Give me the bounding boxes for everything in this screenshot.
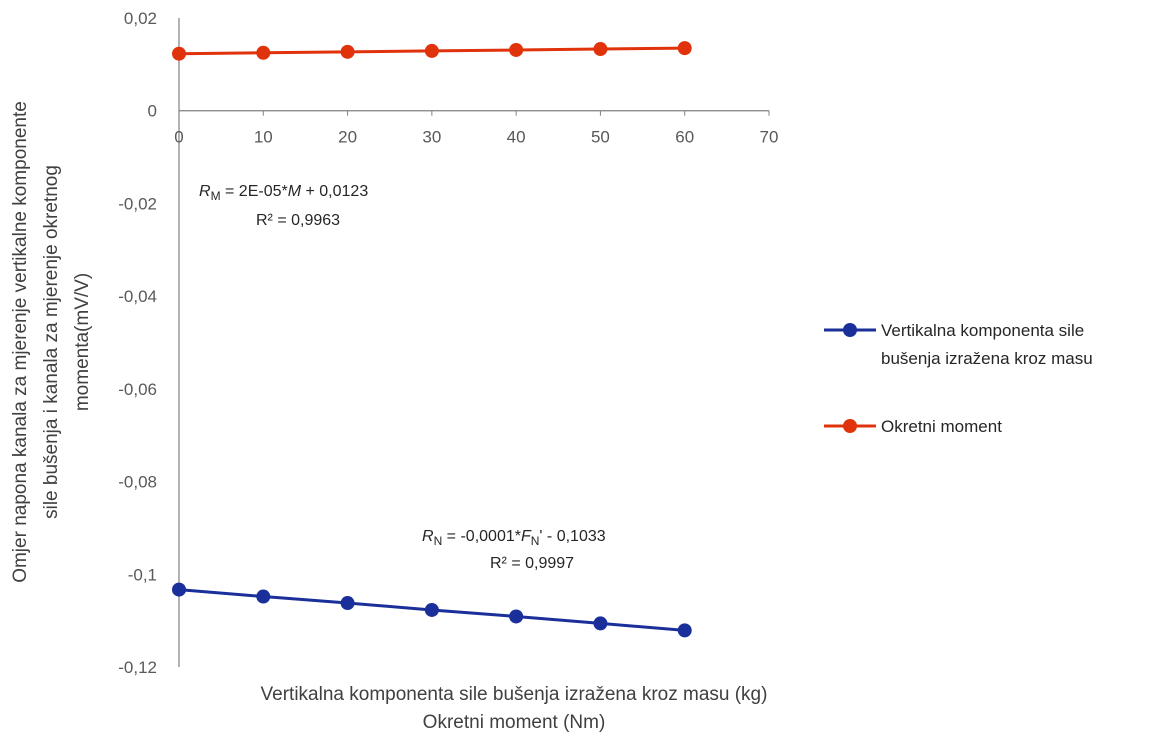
eq-m-var: R [199, 183, 211, 200]
x-tick-label: 60 [675, 128, 694, 147]
x-tick-label: 30 [422, 128, 441, 147]
y-tick-label: -0,02 [118, 194, 157, 213]
trendline-equation-m: RM = 2E-05*M + 0,0123 [199, 183, 368, 203]
trendline-equation-n: RN = -0,0001*FN' - 0,1033 [422, 528, 606, 548]
data-point [172, 582, 186, 597]
legend-entry-1: Okretni moment [824, 417, 1002, 436]
y-tick-label: 0,02 [124, 9, 157, 28]
x-tick-label: 10 [254, 128, 273, 147]
legend-label: bušenja izražena kroz masu [881, 349, 1093, 368]
legend-label: Vertikalna komponenta sile [881, 321, 1084, 340]
x-tick-label: 20 [338, 128, 357, 147]
x-tick-label: 40 [507, 128, 526, 147]
eq-n-sub: N [434, 534, 443, 548]
data-point [256, 589, 271, 604]
data-point [677, 623, 692, 638]
eq-n-var: R [422, 528, 434, 545]
eq-n-var2: F [521, 528, 532, 545]
series-1 [172, 41, 692, 61]
x-axis-title: Vertikalna komponenta sile bušenja izraž… [261, 684, 768, 733]
eq-m-var2: M [288, 183, 302, 200]
y-tick-label: -0,04 [118, 287, 157, 306]
y-tick-label: 0 [148, 102, 157, 121]
data-point [677, 41, 692, 56]
series-0 [172, 582, 692, 638]
series-layer [172, 41, 692, 638]
x-axis-title-line: Okretni moment (Nm) [423, 712, 606, 733]
data-point [256, 45, 271, 60]
legend-marker [843, 419, 857, 433]
legend: Vertikalna komponenta sile bušenja izraže… [824, 321, 1093, 436]
eq-n-sub2: N [531, 534, 540, 548]
data-point [424, 43, 439, 58]
data-point [340, 596, 355, 611]
data-point [593, 42, 608, 57]
y-tick-label: -0,1 [128, 565, 157, 584]
legend-entry-0: Vertikalna komponenta sile bušenja izraže… [824, 321, 1093, 368]
y-axis-title-line: momenta(mV/V) [72, 273, 93, 411]
x-tick-labels: 0 10 20 30 40 50 60 70 [174, 128, 778, 147]
y-axis-title-line: Omjer napona kanala za mjerenje vertikal… [10, 101, 31, 583]
data-point [424, 602, 439, 617]
axes [178, 18, 770, 667]
x-tick-label: 70 [760, 128, 779, 147]
x-tick-label: 50 [591, 128, 610, 147]
trendline-r2-m: R² = 0,9963 [256, 212, 340, 229]
eq-n-end: ' - 0,1033 [539, 528, 605, 545]
trendline-r2-n: R² = 0,9997 [490, 555, 574, 572]
legend-label: Okretni moment [881, 417, 1002, 436]
x-axis-title-line: Vertikalna komponenta sile bušenja izraž… [261, 684, 768, 705]
eq-m-end: + 0,0123 [301, 183, 368, 200]
y-tick-label: -0,12 [118, 658, 157, 677]
data-point [593, 616, 608, 631]
legend-marker [843, 323, 857, 337]
data-point [172, 46, 186, 61]
y-tick-labels: 0,02 0 -0,02 -0,04 -0,06 -0,08 -0,1 -0,12 [118, 9, 157, 677]
data-point [509, 42, 524, 57]
eq-m-mid: = 2E-05* [221, 183, 288, 200]
data-point [340, 44, 355, 59]
eq-m-sub: M [211, 189, 221, 203]
eq-n-mid: = -0,0001* [442, 528, 521, 545]
y-tick-label: -0,06 [118, 380, 157, 399]
y-axis-title-line: sile bušenja i kanala za mjerenje okretn… [41, 165, 62, 519]
x-tick-label: 0 [174, 128, 183, 147]
y-tick-label: -0,08 [118, 473, 157, 492]
data-point [509, 609, 524, 624]
y-axis-title: Omjer napona kanala za mjerenje vertikal… [10, 101, 93, 583]
